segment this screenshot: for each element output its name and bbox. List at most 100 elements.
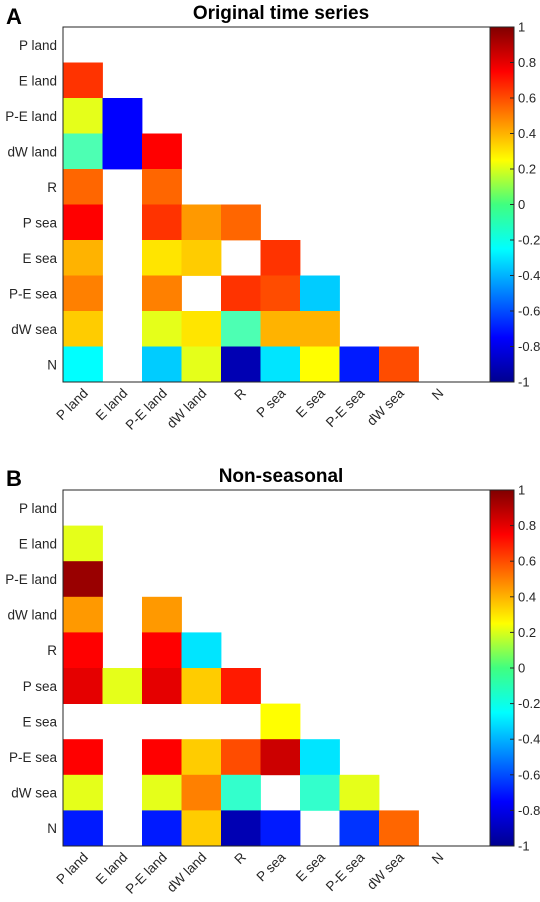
heatmap-cell — [260, 810, 301, 847]
colorbar-tick-label: -0.4 — [518, 732, 540, 747]
heatmap-cell — [102, 98, 143, 134]
heatmap-cell — [181, 774, 222, 811]
colorbar-tick-label: -1 — [518, 839, 530, 854]
panel-letter: B — [6, 466, 22, 491]
y-tick-label: dW land — [7, 608, 57, 623]
y-tick-label: P land — [19, 501, 57, 516]
y-tick-label: P sea — [23, 215, 58, 230]
heatmap-cell — [181, 311, 222, 347]
heatmap-cell — [181, 240, 222, 276]
x-tick-label: P sea — [254, 385, 289, 420]
heatmap-cell — [221, 774, 261, 811]
heatmap-cell — [63, 596, 103, 633]
heatmap-cell — [102, 668, 143, 704]
y-tick-label: N — [47, 821, 57, 836]
x-tick-label: E sea — [293, 849, 328, 884]
y-tick-labels: P land E land P-E land dW land R P sea E sea P-… — [5, 38, 58, 372]
heatmap-cell — [300, 275, 340, 312]
colorbar-tick-label: 0.6 — [518, 91, 536, 106]
heatmap-cell — [181, 204, 222, 241]
heatmap-cell — [221, 311, 261, 347]
colorbar-tick-label: 0 — [518, 197, 525, 212]
y-tick-label: E sea — [22, 714, 57, 729]
colorbar-tick-label: 0.2 — [518, 162, 536, 177]
heatmap-cell — [300, 774, 340, 811]
heatmap-cells — [63, 525, 419, 847]
colorbar-tick-label: 0.6 — [518, 554, 536, 569]
heatmap-cell — [221, 810, 261, 847]
heatmap-cell — [142, 133, 182, 170]
heatmap-cell — [181, 810, 222, 847]
colorbar-ticks: 1 0.8 0.6 0.4 0.2 0 -0.2 -0.4 -0.6 -0.8 -1 — [510, 20, 540, 390]
colorbar-tick-label: 1 — [518, 483, 525, 498]
colorbar-tick-label: 0.2 — [518, 625, 536, 640]
colorbar-tick-label: 0.8 — [518, 518, 536, 533]
heatmap-cell — [63, 525, 103, 562]
heatmap-cell — [63, 98, 103, 134]
heatmap-cell — [63, 739, 103, 776]
heatmap-cell — [142, 810, 182, 847]
x-tick-label: R — [231, 385, 249, 403]
y-tick-label: P land — [19, 38, 57, 53]
y-tick-label: E sea — [22, 251, 57, 266]
colorbar-tick-label: -0.6 — [518, 767, 540, 782]
colorbar-tick-label: 0 — [518, 661, 525, 676]
heatmap-cell — [221, 668, 261, 704]
heatmap-cell — [142, 632, 182, 669]
heatmap-cell — [63, 133, 103, 170]
y-tick-label: dW sea — [11, 786, 57, 801]
colorbar-tick-label: 0.8 — [518, 55, 536, 70]
colorbar-tick-label: -0.4 — [518, 268, 540, 283]
heatmap-cell — [63, 275, 103, 312]
y-tick-label: P-E land — [5, 109, 57, 124]
colorbar-tick-label: 0.4 — [518, 589, 536, 604]
heatmap-cell — [63, 62, 103, 99]
colorbar-tick-label: 0.4 — [518, 126, 536, 141]
heatmap-cell — [339, 810, 380, 847]
heatmap-cell — [221, 346, 261, 383]
heatmap-cell — [221, 275, 261, 312]
heatmap-cell — [379, 810, 419, 847]
chart-title: Non-seasonal — [219, 466, 344, 487]
y-tick-label: N — [47, 357, 57, 372]
x-tick-label: dW sea — [364, 849, 407, 892]
heatmap-cell — [102, 133, 143, 170]
heatmap-cell — [142, 774, 182, 811]
y-tick-label: P-E sea — [9, 286, 58, 301]
x-tick-label: dW land — [164, 386, 210, 432]
y-tick-label: P-E land — [5, 572, 57, 587]
x-tick-label: dW sea — [364, 385, 407, 428]
heatmap-cell — [63, 774, 103, 811]
heatmap-cell — [300, 311, 340, 347]
x-tick-label: N — [429, 850, 447, 868]
heatmap-cell — [142, 240, 182, 276]
x-tick-label: P-E land — [123, 850, 170, 897]
x-tick-label: E land — [93, 386, 131, 424]
heatmap-cell — [142, 169, 182, 205]
colorbar-tick-label: 1 — [518, 20, 525, 35]
heatmap-cell — [300, 346, 340, 383]
heatmap-cell — [63, 810, 103, 847]
y-tick-label: E land — [19, 536, 57, 551]
colorbar-ticks: 1 0.8 0.6 0.4 0.2 0 -0.2 -0.4 -0.6 -0.8 -1 — [510, 483, 540, 854]
heatmap-cell — [142, 275, 182, 312]
heatmap-cell — [300, 739, 340, 776]
y-tick-label: P sea — [23, 679, 58, 694]
y-tick-label: R — [47, 180, 57, 195]
heatmap-cell — [260, 240, 301, 276]
x-tick-label: P-E sea — [323, 849, 368, 894]
heatmap-cell — [181, 346, 222, 383]
colorbar-tick-label: -0.6 — [518, 304, 540, 319]
x-tick-label: P-E sea — [323, 385, 368, 430]
heatmap-cell — [260, 739, 301, 776]
heatmap-cell — [142, 596, 182, 633]
heatmap-cell — [142, 311, 182, 347]
heatmap-cell — [63, 561, 103, 598]
heatmap-cell — [142, 204, 182, 241]
x-tick-label: R — [231, 849, 249, 867]
